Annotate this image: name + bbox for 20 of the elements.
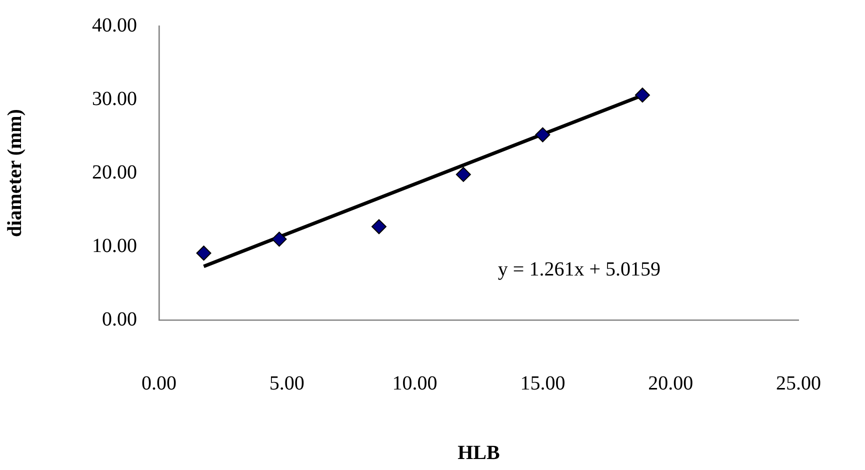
point: [371, 219, 386, 234]
point: [196, 246, 212, 261]
y-axis-title: diameter (mm): [4, 109, 26, 237]
point: [272, 232, 287, 247]
x-tick-label: 10.00: [392, 372, 438, 394]
x-tick-label: 5.00: [269, 372, 304, 394]
x-tick-label: 25.00: [776, 372, 821, 394]
x-tick-label: 0.00: [142, 372, 176, 394]
x-tick-label: 20.00: [648, 372, 694, 394]
y-tick-label: 30.00: [92, 88, 137, 110]
annotation: y = 1.261x + 5.0159: [498, 258, 660, 280]
y-tick-label: 10.00: [92, 234, 137, 257]
y-tick-label: 20.00: [92, 161, 137, 184]
x-axis-title: HLB: [458, 442, 500, 464]
x-tick-label: 15.00: [520, 372, 566, 394]
point: [456, 166, 471, 182]
y-tick-label: 40.00: [92, 14, 137, 36]
y-tick-label: 0.00: [102, 308, 137, 330]
point: [535, 127, 550, 142]
point: [634, 88, 650, 103]
